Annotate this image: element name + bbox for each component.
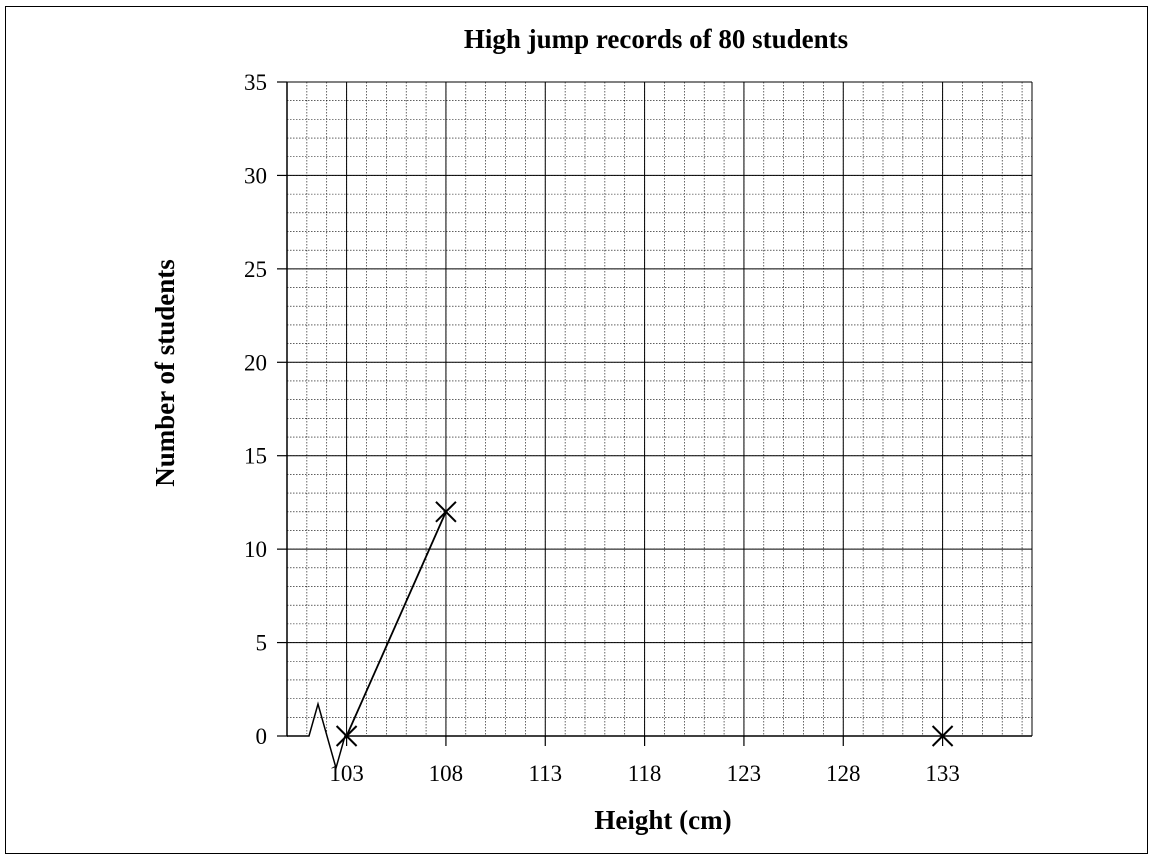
axis-break-gap (288, 734, 370, 738)
data-point-marker (931, 725, 954, 747)
series (335, 501, 954, 747)
x-tick-label: 103 (329, 761, 364, 786)
chart-frame (5, 6, 1148, 854)
axis-break-zigzag (287, 701, 370, 771)
marker-stroke (435, 501, 457, 523)
y-axis-label: Number of students (150, 259, 180, 487)
x-tick-label: 118 (628, 761, 662, 786)
marker-stroke (335, 725, 358, 747)
axes (286, 82, 1032, 771)
x-tick-label: 128 (826, 761, 861, 786)
x-tick-label: 113 (528, 761, 562, 786)
y-tick-label: 30 (244, 163, 267, 188)
y-tick-label: 15 (244, 444, 267, 469)
x-axis-label: Height (cm) (594, 805, 731, 835)
data-point-marker (335, 725, 358, 747)
tick-labels: 0 5 10 15 20 25 30 35 103 108 113 118 123 128 133 (244, 70, 960, 786)
y-tick-label: 35 (244, 70, 267, 95)
y-tick-label: 5 (256, 631, 268, 656)
marker-stroke (931, 725, 954, 747)
x-tick-label: 133 (925, 761, 960, 786)
data-point-marker (435, 501, 457, 523)
chart-title: High jump records of 80 students (464, 24, 848, 54)
series-line (345, 511, 447, 737)
y-tick-label: 20 (244, 350, 267, 375)
x-tick-label: 108 (429, 761, 464, 786)
y-tick-label: 25 (244, 257, 267, 282)
grid (287, 81, 1033, 736)
y-tick-label: 10 (244, 537, 267, 562)
x-tick-label: 123 (727, 761, 762, 786)
y-tick-label: 0 (256, 724, 268, 749)
